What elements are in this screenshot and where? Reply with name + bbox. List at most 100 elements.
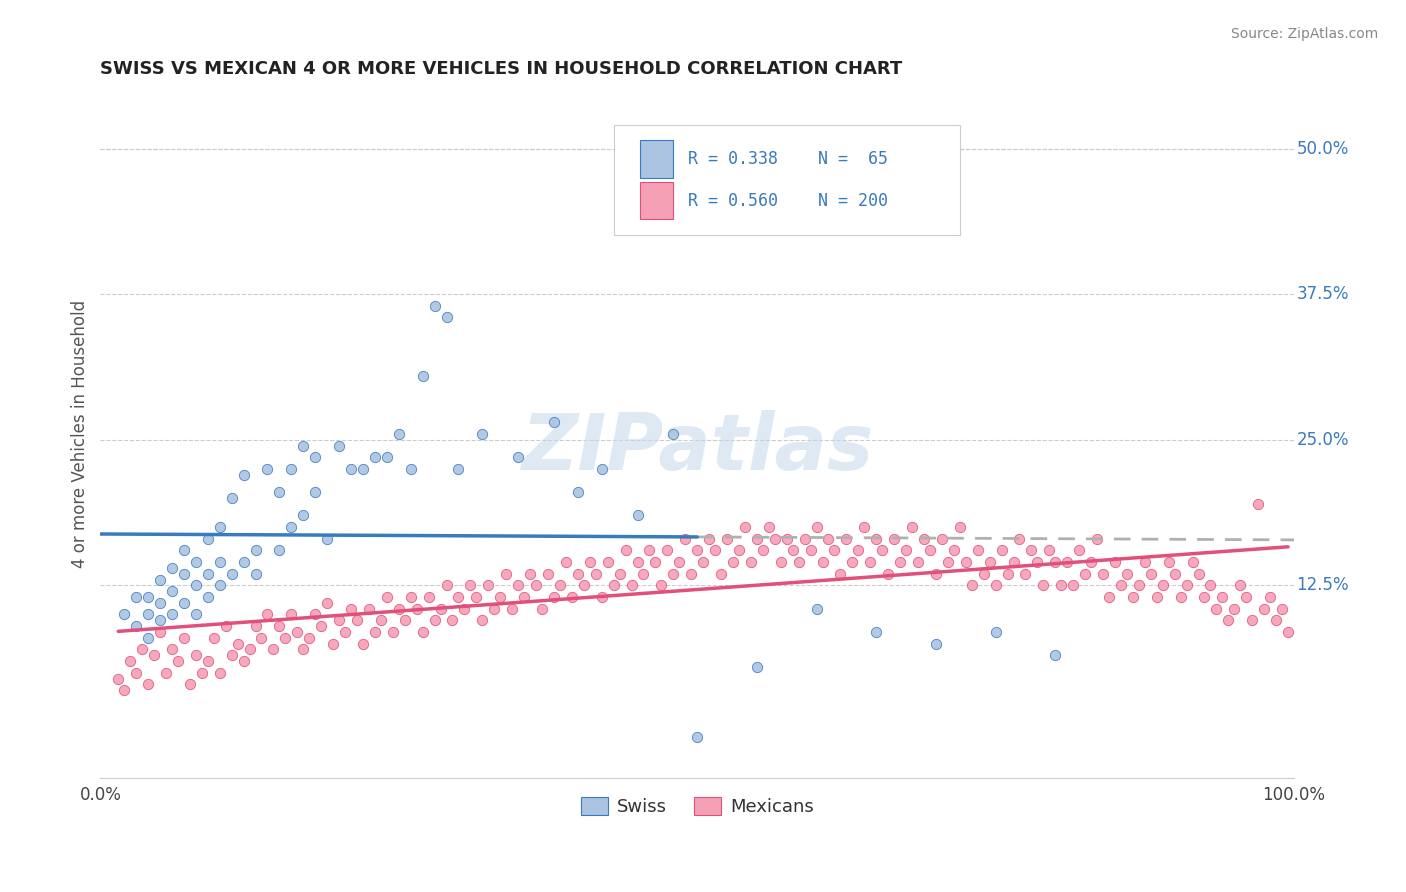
Point	[1002, 555, 1025, 569]
Point	[567, 485, 589, 500]
Point	[1122, 590, 1144, 604]
Point	[984, 624, 1007, 639]
Point	[1157, 555, 1180, 569]
Point	[292, 439, 315, 453]
Point	[1109, 578, 1132, 592]
Point	[245, 619, 267, 633]
Point	[823, 543, 845, 558]
Point	[423, 299, 446, 313]
Point	[984, 578, 1007, 592]
Text: 50.0%: 50.0%	[1296, 139, 1348, 158]
Point	[269, 543, 291, 558]
Point	[304, 485, 326, 500]
Point	[489, 590, 512, 604]
Point	[662, 426, 685, 441]
Point	[1080, 555, 1102, 569]
Point	[1139, 566, 1161, 581]
Point	[477, 578, 499, 592]
Point	[436, 310, 458, 325]
Point	[894, 543, 917, 558]
Point	[901, 520, 924, 534]
Point	[149, 596, 172, 610]
Point	[173, 566, 195, 581]
Point	[309, 619, 332, 633]
Point	[907, 555, 929, 569]
Point	[1247, 497, 1270, 511]
Point	[197, 654, 219, 668]
Point	[375, 590, 398, 604]
Point	[519, 566, 541, 581]
Point	[184, 555, 207, 569]
Point	[596, 555, 619, 569]
Point	[173, 543, 195, 558]
Text: R = 0.560    N = 200: R = 0.560 N = 200	[688, 192, 887, 210]
Point	[543, 590, 565, 604]
Point	[370, 613, 392, 627]
Point	[125, 590, 148, 604]
Point	[436, 578, 458, 592]
Point	[508, 450, 530, 465]
Point	[501, 601, 523, 615]
Point	[626, 508, 648, 523]
Point	[1253, 601, 1275, 615]
Point	[758, 520, 780, 534]
Point	[316, 596, 339, 610]
Point	[160, 561, 183, 575]
Point	[412, 368, 434, 383]
Point	[405, 601, 427, 615]
Point	[626, 555, 648, 569]
Point	[782, 543, 804, 558]
Point	[352, 637, 374, 651]
Point	[793, 532, 815, 546]
Point	[460, 578, 482, 592]
Point	[120, 654, 142, 668]
Point	[1038, 543, 1060, 558]
Point	[160, 607, 183, 622]
Point	[673, 532, 696, 546]
Point	[107, 672, 129, 686]
Point	[585, 566, 607, 581]
Point	[352, 462, 374, 476]
Point	[763, 532, 786, 546]
Point	[208, 578, 231, 592]
Point	[191, 665, 214, 680]
Point	[537, 566, 560, 581]
Point	[644, 555, 666, 569]
Point	[686, 543, 709, 558]
Point	[997, 566, 1019, 581]
Point	[1062, 578, 1084, 592]
Point	[484, 601, 506, 615]
Point	[1205, 601, 1227, 615]
Point	[333, 624, 356, 639]
Point	[316, 532, 339, 546]
Point	[1175, 578, 1198, 592]
Point	[292, 642, 315, 657]
Point	[381, 624, 404, 639]
Point	[149, 613, 172, 627]
Point	[160, 584, 183, 599]
Point	[830, 566, 852, 581]
Point	[578, 555, 600, 569]
Point	[136, 607, 159, 622]
FancyBboxPatch shape	[613, 125, 960, 235]
Text: 25.0%: 25.0%	[1296, 431, 1348, 449]
Point	[215, 619, 238, 633]
Bar	[640, 182, 673, 219]
Point	[572, 578, 595, 592]
Point	[942, 543, 965, 558]
Text: SWISS VS MEXICAN 4 OR MORE VEHICLES IN HOUSEHOLD CORRELATION CHART: SWISS VS MEXICAN 4 OR MORE VEHICLES IN H…	[100, 60, 903, 78]
Point	[285, 624, 308, 639]
Point	[936, 555, 959, 569]
Point	[232, 467, 254, 482]
Point	[245, 543, 267, 558]
Point	[787, 555, 810, 569]
Y-axis label: 4 or more Vehicles in Household: 4 or more Vehicles in Household	[72, 300, 89, 568]
Point	[269, 485, 291, 500]
Point	[692, 555, 714, 569]
Point	[745, 532, 768, 546]
Point	[197, 590, 219, 604]
Point	[184, 607, 207, 622]
Point	[1074, 566, 1097, 581]
Point	[513, 590, 536, 604]
Point	[1265, 613, 1288, 627]
